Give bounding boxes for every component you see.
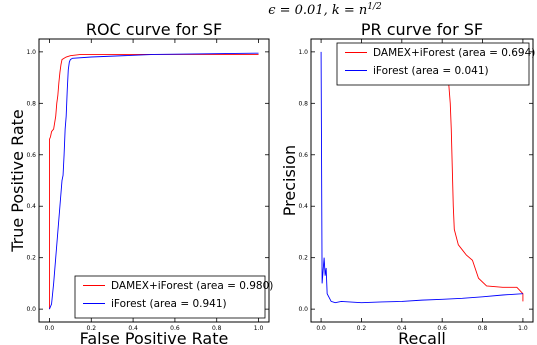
roc-chart: 0.0 0.2 0.4 0.6 0.8 1.0 0.0 0.2 0.4 0.6 0.8 1.0 ROC …: [8, 20, 273, 345]
roc-x-tick-label: 0.6: [170, 325, 180, 332]
roc-y-tick-label: 0.6: [26, 152, 36, 159]
pr-series-line-1: [445, 67, 524, 302]
pr-y-tick-label: 0.8: [298, 100, 308, 107]
roc-y-tick-label: 0.0: [26, 306, 36, 313]
pr-legend: DAMEX+iForest (area = 0.694) iForest (are…: [336, 42, 535, 86]
pr-x-tick-label: 0.4: [397, 325, 407, 332]
pr-y-tick-label: 0.6: [298, 152, 308, 159]
roc-y-tick-label: 0.8: [26, 100, 36, 107]
roc-chart-title: ROC curve for SF: [86, 20, 222, 39]
roc-y-tick-label: 0.2: [26, 255, 36, 262]
figure-suptitle: ϵ = 0.01, k = n1/2: [268, 2, 382, 18]
pr-chart: 0.0 0.2 0.4 0.6 0.8 1.0 0.0 0.2 0.4 0.6 0.8 1.0 PR c…: [280, 20, 535, 345]
roc-series-line-2: [49, 52, 259, 310]
pr-series-line-2: [320, 51, 523, 304]
roc-x-tick-label: 0.0: [45, 325, 55, 332]
pr-legend-label-1: DAMEX+iForest (area = 0.694): [373, 47, 535, 59]
roc-y-axis-label: True Positive Rate: [8, 109, 27, 253]
roc-legend-box: [74, 275, 266, 319]
roc-x-tick-label: 1.0: [254, 325, 264, 332]
pr-x-tick-label: 0.8: [478, 325, 488, 332]
roc-y-tick-label: 0.4: [26, 203, 36, 210]
roc-series-line-1: [49, 53, 259, 310]
pr-legend-label-2: iForest (area = 0.041): [373, 65, 489, 77]
pr-y-tick-label: 0.0: [298, 306, 308, 313]
roc-y-tick-label: 1.0: [26, 49, 36, 56]
pr-plot-frame: [310, 38, 534, 323]
pr-x-tick-label: 0.0: [316, 325, 326, 332]
pr-x-tick-label: 1.0: [518, 325, 528, 332]
roc-x-tick-label: 0.8: [212, 325, 222, 332]
pr-x-tick-label: 0.6: [437, 325, 447, 332]
pr-x-tick-label: 0.2: [357, 325, 367, 332]
roc-legend-label-1: DAMEX+iForest (area = 0.980): [111, 280, 273, 292]
pr-x-axis-label: Recall: [398, 329, 446, 345]
pr-y-tick-label: 1.0: [298, 49, 308, 56]
pr-y-tick-label: 0.2: [298, 255, 308, 262]
roc-x-axis-label: False Positive Rate: [80, 329, 229, 345]
pr-chart-title: PR curve for SF: [361, 20, 483, 39]
pr-legend-box: [336, 42, 530, 86]
pr-y-axis-label: Precision: [280, 145, 299, 216]
roc-plot-frame: [38, 38, 270, 323]
pr-y-tick-label: 0.4: [298, 203, 308, 210]
roc-x-tick-label: 0.4: [128, 325, 138, 332]
roc-x-tick-label: 0.2: [86, 325, 96, 332]
roc-legend-label-2: iForest (area = 0.941): [111, 298, 227, 310]
roc-legend: DAMEX+iForest (area = 0.980) iForest (are…: [74, 275, 273, 319]
